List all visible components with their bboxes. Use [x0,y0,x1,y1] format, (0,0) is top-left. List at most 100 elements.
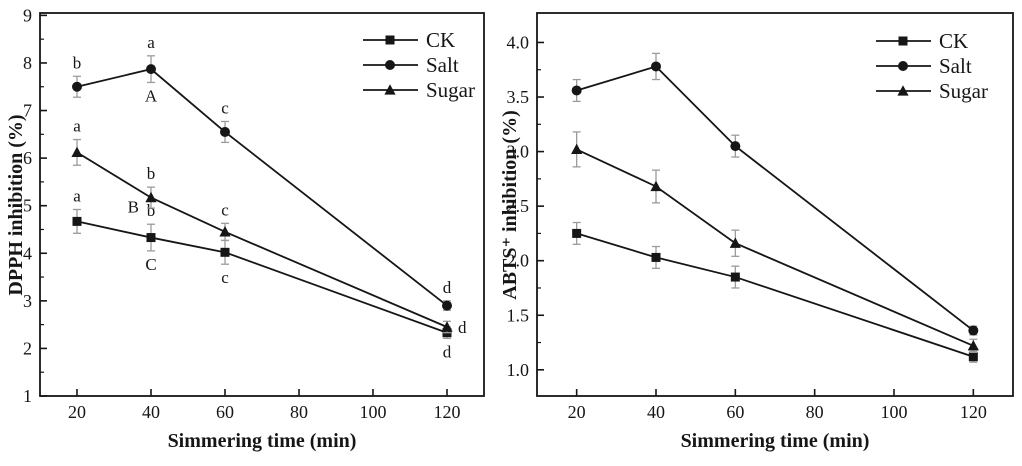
circle-marker [730,141,741,152]
legend-label: CK [939,29,968,53]
x-tick-label: 40 [647,402,665,422]
series-sugar: a bB c d [71,117,467,337]
significance-letter: a [73,117,81,136]
triangle-marker [967,340,979,351]
legend-item-salt: Salt [876,54,972,78]
y-tick-label: 3 [23,291,32,311]
significance-letter: c [221,98,229,117]
y-tick-label: 4 [23,243,32,263]
y-tick-label: 1.5 [507,305,530,325]
y-tick-label: 8 [23,53,32,73]
significance-letter: b [73,53,82,72]
abts-plot-area: 20 40 60 80 100 120 1.0 1.5 2.0 2.5 3.0 3.5 4.0 CKSal… [507,12,1014,422]
square-marker [572,228,582,238]
y-tick-label: 3.5 [507,87,530,107]
abts-x-axis-label: Simmering time (min) [681,430,870,452]
series-ck [572,221,978,363]
triangle-marker [650,180,662,192]
x-tick-label: 80 [290,402,308,422]
significance-letter: a [73,186,81,205]
x-tick-label: 120 [434,402,461,422]
legend-label: Sugar [426,78,475,102]
series-sugar [571,131,979,354]
significance-letter: c [221,268,229,287]
circle-marker [385,60,395,70]
significance-letter: B [128,198,139,217]
y-tick-label: 2.0 [507,251,530,271]
triangle-marker [384,84,396,95]
legend-label: Sugar [939,79,988,103]
y-tick-label: 5 [23,196,32,216]
circle-marker [898,61,908,71]
dpph-x-axis-label: Simmering time (min) [168,430,357,452]
y-tick-label: 1.0 [507,360,530,380]
legend-item-ck: CK [363,28,455,52]
significance-letter: d [458,318,467,337]
triangle-marker [897,85,909,96]
x-tick-label: 100 [881,402,908,422]
triangle-marker [729,237,741,248]
x-tick-label: 80 [806,402,824,422]
plot-frame [39,12,485,397]
y-tick-label: 3.0 [507,142,530,162]
triangle-marker [71,146,83,158]
circle-marker [651,61,661,72]
series-salt: b a Ac d [72,33,452,312]
square-marker [146,233,156,243]
square-marker [898,36,908,46]
legend-label: CK [426,28,455,52]
significance-letter: b [147,201,156,220]
circle-marker [146,64,156,75]
legend-item-sugar: Sugar [876,79,988,103]
circle-marker [72,81,82,92]
y-tick-label: 4.0 [507,32,530,52]
x-tick-label: 120 [960,402,987,422]
plot-frame [536,12,1014,397]
y-tick-label: 7 [23,101,32,121]
x-tick-label: 100 [360,402,387,422]
legend-item-sugar: Sugar [363,78,475,102]
significance-letter: d [443,278,452,297]
y-tick-label: 2.5 [507,196,530,216]
x-tick-label: 20 [568,402,586,422]
dpph-y-axis-label: DPPH inhibition (%) [5,114,27,295]
triangle-marker [441,321,453,332]
significance-letter: d [443,342,452,361]
circle-marker [968,325,979,336]
x-tick-label: 60 [216,402,234,422]
square-marker [968,352,978,362]
square-marker [651,252,661,262]
significance-letter: c [221,200,229,219]
significance-letter: A [145,86,158,105]
legend-item-ck: CK [876,29,968,53]
square-marker [220,247,230,257]
circle-marker [220,126,230,137]
significance-letter: a [147,33,155,52]
series-salt [571,52,979,336]
square-marker [385,35,395,45]
circle-marker [571,85,582,96]
triangle-marker [219,226,231,237]
y-tick-label: 6 [23,148,32,168]
significance-letter: C [145,255,156,274]
legend-item-salt: Salt [363,53,459,77]
y-tick-label: 9 [23,5,32,25]
x-tick-label: 40 [142,402,160,422]
significance-letter: b [147,164,156,183]
triangle-marker [571,143,583,154]
legend-label: Salt [426,53,459,77]
square-marker [730,272,740,282]
triangle-marker [145,191,157,203]
y-tick-label: 1 [23,386,32,406]
abts-y-axis-label: ABTS⁺ inhibition (%) [499,110,521,300]
chart-abts: 20 40 60 80 100 120 1.0 1.5 2.0 2.5 3.0 3.5 4.0 CKSal… [499,12,1014,452]
circle-marker [442,300,452,311]
x-tick-label: 20 [68,402,86,422]
legend-label: Salt [939,54,972,78]
x-tick-label: 60 [726,402,744,422]
square-marker [72,216,82,226]
y-tick-label: 2 [23,338,32,358]
